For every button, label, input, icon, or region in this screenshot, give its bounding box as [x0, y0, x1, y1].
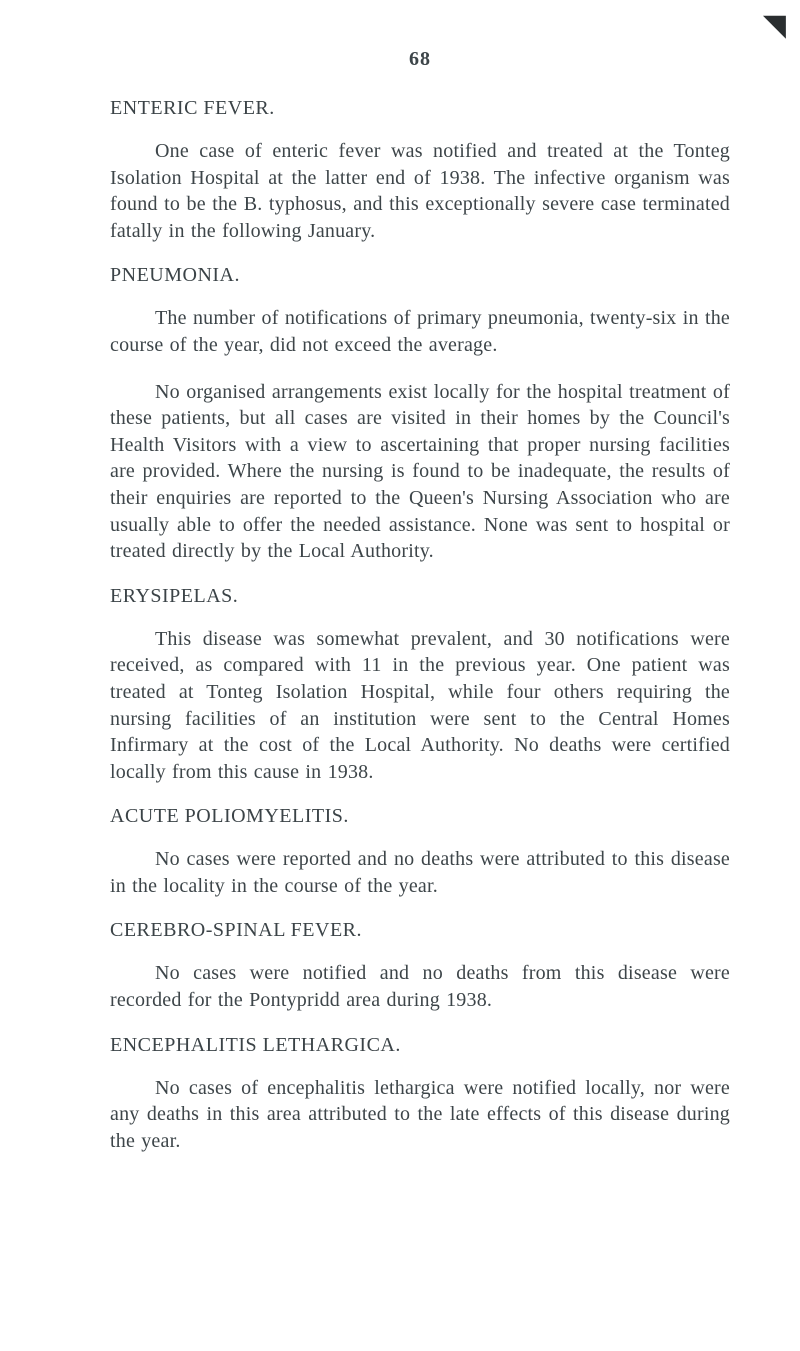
body-paragraph: No organised arrangements exist locally …: [110, 379, 730, 565]
section-heading: CEREBRO-SPINAL FEVER.: [110, 919, 730, 942]
section-heading: ERYSIPELAS.: [110, 585, 730, 608]
body-paragraph: This disease was somewhat prevalent, and…: [110, 626, 730, 786]
section-heading: ENTERIC FEVER.: [110, 97, 730, 120]
body-paragraph: No cases were notified and no deaths fro…: [110, 960, 730, 1013]
document-page: ◥ 68 ENTERIC FEVER. One case of enteric …: [0, 0, 800, 1351]
body-paragraph: One case of enteric fever was notified a…: [110, 138, 730, 244]
section-heading: ACUTE POLIOMYELITIS.: [110, 805, 730, 828]
corner-mark-icon: ◥: [763, 8, 786, 43]
body-paragraph: No cases were reported and no deaths wer…: [110, 846, 730, 899]
section-heading: ENCEPHALITIS LETHARGICA.: [110, 1034, 730, 1057]
page-number: 68: [110, 48, 730, 71]
body-paragraph: No cases of encephalitis lethargica were…: [110, 1075, 730, 1155]
section-heading: PNEUMONIA.: [110, 264, 730, 287]
body-paragraph: The number of notifications of primary p…: [110, 305, 730, 358]
